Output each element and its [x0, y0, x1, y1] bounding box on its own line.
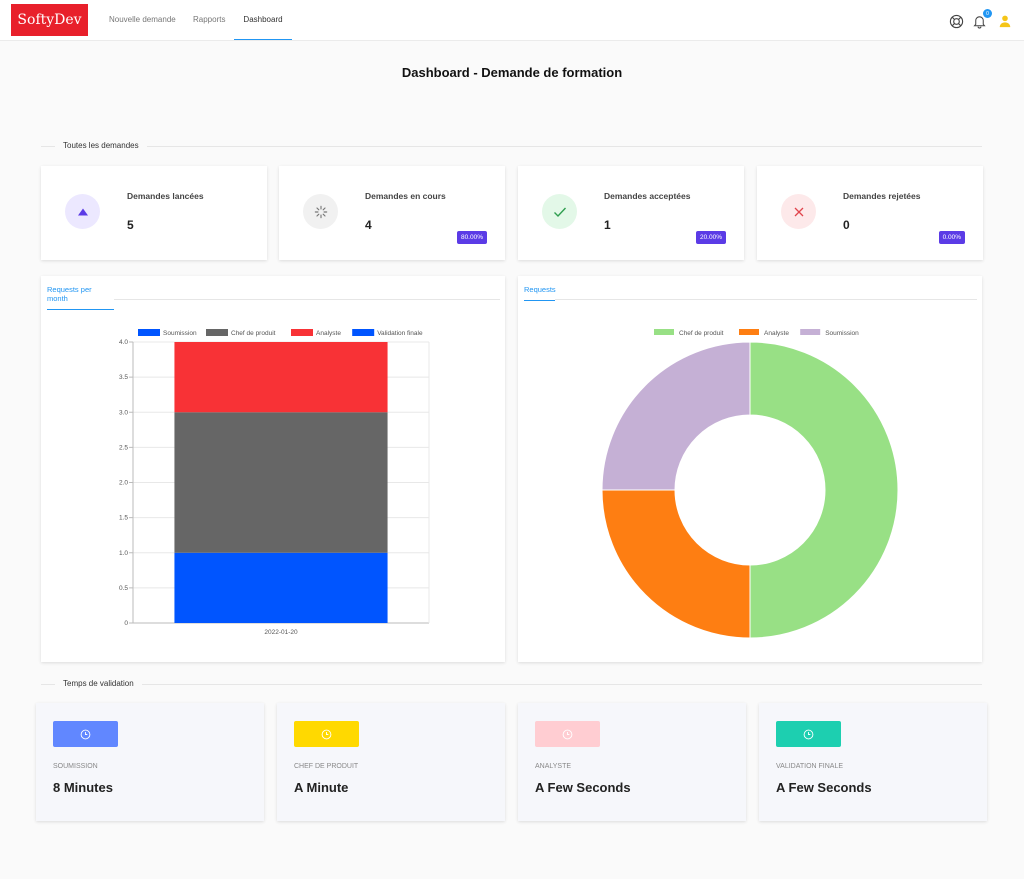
time-card-analyste: ANALYSTE A Few Seconds	[518, 703, 746, 821]
stat-value: 0	[843, 218, 850, 232]
legend-swatch	[352, 329, 375, 336]
donut-slice	[601, 341, 751, 491]
stat-card-in-progress: Demandes en cours 4 80.00%	[279, 166, 505, 260]
tab-requests-per-month[interactable]: Requests per month	[47, 285, 114, 310]
user-icon[interactable]	[996, 12, 1014, 30]
legend-label: Validation finale	[377, 330, 423, 337]
stat-title: Demandes lancées	[127, 191, 204, 201]
time-card-chef-de-produit: CHEF DE PRODUIT A Minute	[277, 703, 505, 821]
nav-item-dashboard[interactable]: Dashboard	[234, 0, 292, 40]
donut-chart: Chef de produit Analyste Soumission	[601, 329, 899, 639]
percentage-badge: 80.00%	[456, 231, 487, 244]
section-divider-validation-time: Temps de validation	[41, 679, 982, 689]
y-tick-label: 4.0	[119, 339, 128, 346]
section-divider-all-requests: Toutes les demandes	[41, 141, 982, 151]
time-value: A Few Seconds	[535, 780, 631, 795]
time-label: VALIDATION FINALE	[776, 763, 844, 770]
percentage-badge: 20.00%	[695, 231, 726, 244]
legend-swatch	[654, 329, 674, 335]
stat-card-launched: Demandes lancées 5	[41, 166, 267, 260]
lifebuoy-icon[interactable]	[947, 12, 965, 30]
close-icon	[781, 194, 816, 229]
legend-label: Analyste	[764, 330, 789, 337]
section-label: Toutes les demandes	[55, 141, 147, 150]
stat-title: Demandes en cours	[365, 191, 446, 201]
stat-value: 1	[604, 218, 611, 232]
clock-icon	[53, 721, 118, 747]
legend-swatch	[800, 329, 821, 335]
legend-label: Chef de produit	[679, 330, 724, 337]
time-label: CHEF DE PRODUIT	[294, 763, 359, 770]
y-tick-label: 1.5	[119, 515, 128, 522]
legend-label: Analyste	[316, 330, 341, 337]
check-icon	[542, 194, 577, 229]
stat-value: 5	[127, 218, 134, 232]
y-tick-label: 3.5	[119, 374, 128, 381]
donut-slice	[749, 341, 899, 639]
stacked-bar-chart: 0 0.5 1.0 1.5 2.0 2.5 3.0 3.5 4.0 2022-01-20 Soumi…	[119, 329, 430, 636]
legend-label: Soumission	[163, 330, 197, 337]
brand-logo[interactable]: SoftyDev	[11, 4, 88, 36]
nav-item-nouvelle-demande[interactable]: Nouvelle demande	[109, 15, 176, 24]
y-tick-label: 2.0	[119, 480, 128, 487]
time-label: ANALYSTE	[535, 763, 572, 770]
x-tick-label: 2022-01-20	[264, 629, 298, 636]
y-tick-label: 3.0	[119, 409, 128, 416]
stat-card-rejected: Demandes rejetées 0 0.00%	[757, 166, 983, 260]
bell-icon[interactable]	[970, 12, 988, 30]
stat-title: Demandes rejetées	[843, 191, 921, 201]
top-navbar: SoftyDev Nouvelle demande Rapports Dashb…	[0, 0, 1024, 41]
clock-icon	[776, 721, 841, 747]
page-title: Dashboard - Demande de formation	[401, 65, 623, 80]
bar-chart-card: Requests per month 0 0.5 1.0 1.5 2.0 2.5 3.0 3.…	[41, 276, 505, 662]
time-card-soumission: SOUMISSION 8 Minutes	[36, 703, 264, 821]
stat-value: 4	[365, 218, 372, 232]
time-value: 8 Minutes	[53, 780, 113, 795]
bar-segment	[174, 552, 388, 623]
time-label: SOUMISSION	[53, 763, 98, 770]
time-value: A Few Seconds	[776, 780, 872, 795]
stat-card-accepted: Demandes acceptées 1 20.00%	[518, 166, 744, 260]
notification-count-badge: 0	[983, 9, 992, 18]
y-tick-label: 1.0	[119, 550, 128, 557]
y-tick-label: 2.5	[119, 444, 128, 451]
y-tick-label: 0.5	[119, 585, 128, 592]
stat-title: Demandes acceptées	[604, 191, 691, 201]
y-tick-label: 0	[124, 620, 128, 627]
donut-chart-card: Requests Chef de produit Analyste Soumissi…	[518, 276, 982, 662]
legend-swatch	[206, 329, 228, 336]
nav-item-rapports[interactable]: Rapports	[193, 15, 226, 24]
legend-swatch	[291, 329, 313, 336]
triangle-up-icon	[65, 194, 100, 229]
tab-requests[interactable]: Requests	[524, 285, 556, 301]
legend-label: Chef de produit	[231, 330, 276, 337]
time-card-validation-finale: VALIDATION FINALE A Few Seconds	[759, 703, 987, 821]
clock-icon	[294, 721, 359, 747]
legend-label: Soumission	[825, 330, 859, 337]
bar-segment	[174, 412, 388, 553]
legend-swatch	[739, 329, 759, 335]
section-label: Temps de validation	[55, 679, 142, 688]
bar-segment	[174, 342, 388, 413]
spinner-icon	[303, 194, 338, 229]
legend-swatch	[138, 329, 160, 336]
clock-icon	[535, 721, 600, 747]
time-value: A Minute	[294, 780, 349, 795]
donut-slice	[601, 489, 751, 639]
percentage-badge: 0.00%	[938, 231, 965, 244]
